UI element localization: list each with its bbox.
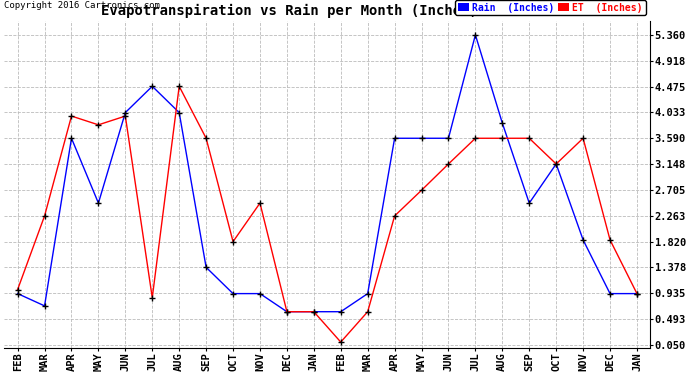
- Legend: Rain  (Inches), ET  (Inches): Rain (Inches), ET (Inches): [455, 0, 646, 15]
- Text: Copyright 2016 Cartronics.com: Copyright 2016 Cartronics.com: [4, 1, 160, 10]
- Title: Evapotranspiration vs Rain per Month (Inches) 20160229: Evapotranspiration vs Rain per Month (In…: [101, 4, 553, 18]
